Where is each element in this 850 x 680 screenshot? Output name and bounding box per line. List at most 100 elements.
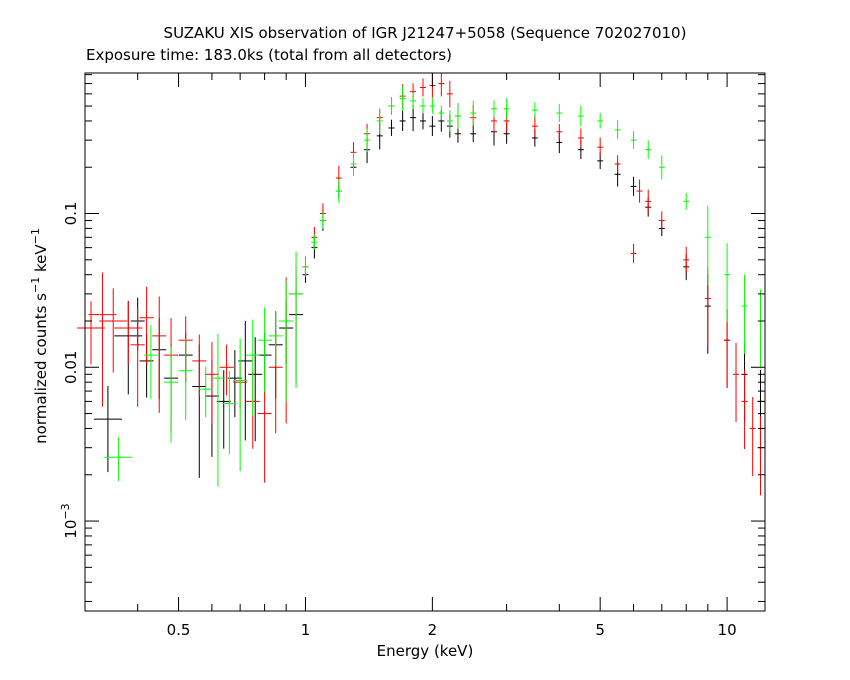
data-point xyxy=(192,334,207,397)
data-point xyxy=(556,103,563,123)
data-point xyxy=(257,375,272,483)
data-point xyxy=(733,342,740,422)
data-point xyxy=(704,205,711,285)
data-point xyxy=(597,137,604,157)
data-point xyxy=(630,131,637,149)
data-point xyxy=(399,110,406,131)
data-point xyxy=(227,350,242,418)
data-point xyxy=(204,342,219,425)
data-point xyxy=(248,337,263,442)
y-tick-label: 0.01 xyxy=(62,351,80,384)
chart-title: SUZAKU XIS observation of IGR J21247+505… xyxy=(164,24,687,42)
data-point xyxy=(139,286,154,365)
data-point xyxy=(302,257,309,276)
data-point xyxy=(645,189,652,214)
series-1 xyxy=(77,73,764,496)
y-axis-label: normalized counts s−1 keV−1 xyxy=(29,228,50,444)
data-point xyxy=(597,112,604,129)
y-axis-label-sup2: −1 xyxy=(29,228,42,244)
x-tick-label: 5 xyxy=(595,621,605,639)
y-axis-label-prefix: normalized counts s xyxy=(32,293,50,444)
data-point xyxy=(658,211,665,230)
data-point xyxy=(143,325,158,399)
data-point xyxy=(279,280,294,402)
data-point xyxy=(99,288,128,373)
x-tick-label: 2 xyxy=(428,621,438,639)
data-point xyxy=(104,436,133,482)
y-tick-label-base: 10 xyxy=(62,520,80,539)
y-tick-label: 0.1 xyxy=(62,202,80,226)
series-0 xyxy=(93,104,764,478)
data-point xyxy=(724,243,731,323)
x-tick-label: 1 xyxy=(301,621,311,639)
data-point xyxy=(556,124,563,140)
data-point xyxy=(503,98,510,120)
data-point xyxy=(446,80,453,108)
series-2 xyxy=(104,86,764,487)
data-point xyxy=(577,128,584,148)
data-point xyxy=(311,234,318,250)
data-point xyxy=(490,100,497,117)
data-point xyxy=(630,243,637,264)
data-point xyxy=(388,97,395,115)
data-point xyxy=(645,140,652,159)
data-point xyxy=(210,333,225,487)
data-point xyxy=(749,397,756,477)
data-point xyxy=(454,103,461,129)
data-point xyxy=(438,105,445,121)
y-axis-label-sup1: −1 xyxy=(29,277,42,293)
data-point xyxy=(429,116,436,137)
data-point xyxy=(614,155,621,173)
data-point xyxy=(289,251,304,388)
x-tick-label: 0.5 xyxy=(167,621,191,639)
data-point xyxy=(419,78,426,97)
plot-frame xyxy=(84,72,766,612)
data-point xyxy=(683,246,690,274)
data-point xyxy=(577,105,584,127)
data-point xyxy=(470,100,477,126)
data-point xyxy=(130,308,145,407)
y-tick-label-exp: −3 xyxy=(59,503,72,519)
data-point xyxy=(77,301,106,365)
data-point xyxy=(658,155,665,180)
data-point xyxy=(152,296,167,413)
data-point xyxy=(388,119,395,136)
data-point xyxy=(364,128,371,152)
data-point xyxy=(219,344,234,396)
data-point xyxy=(245,319,260,416)
data-point xyxy=(222,371,237,455)
data-point xyxy=(429,97,436,114)
data-point xyxy=(683,192,690,210)
series-layer xyxy=(77,73,764,496)
data-point xyxy=(178,338,193,421)
data-point xyxy=(268,312,283,366)
data-point xyxy=(376,108,383,134)
data-point xyxy=(741,370,748,450)
data-point xyxy=(233,338,248,472)
y-axis-label-mid: keV xyxy=(32,244,50,277)
y-tick-label: 10−3 xyxy=(59,503,80,538)
data-point xyxy=(335,179,342,203)
data-point xyxy=(419,98,426,114)
data-point xyxy=(257,307,272,392)
data-point xyxy=(88,272,117,407)
data-point xyxy=(350,152,357,176)
data-point xyxy=(198,366,213,418)
data-point xyxy=(410,92,417,110)
data-point xyxy=(630,176,637,196)
data-point xyxy=(216,370,231,449)
data-point xyxy=(614,120,621,140)
data-point xyxy=(636,179,643,203)
x-tick-label: 10 xyxy=(718,621,737,639)
chart-subtitle: Exposure time: 183.0ks (total from all d… xyxy=(86,46,452,64)
data-point xyxy=(164,346,179,443)
data-point xyxy=(531,102,538,118)
data-point xyxy=(399,86,406,112)
x-axis-label: Energy (keV) xyxy=(377,642,474,660)
data-point xyxy=(531,115,538,137)
data-point xyxy=(319,212,326,229)
data-point xyxy=(446,110,453,132)
data-point xyxy=(93,385,122,473)
